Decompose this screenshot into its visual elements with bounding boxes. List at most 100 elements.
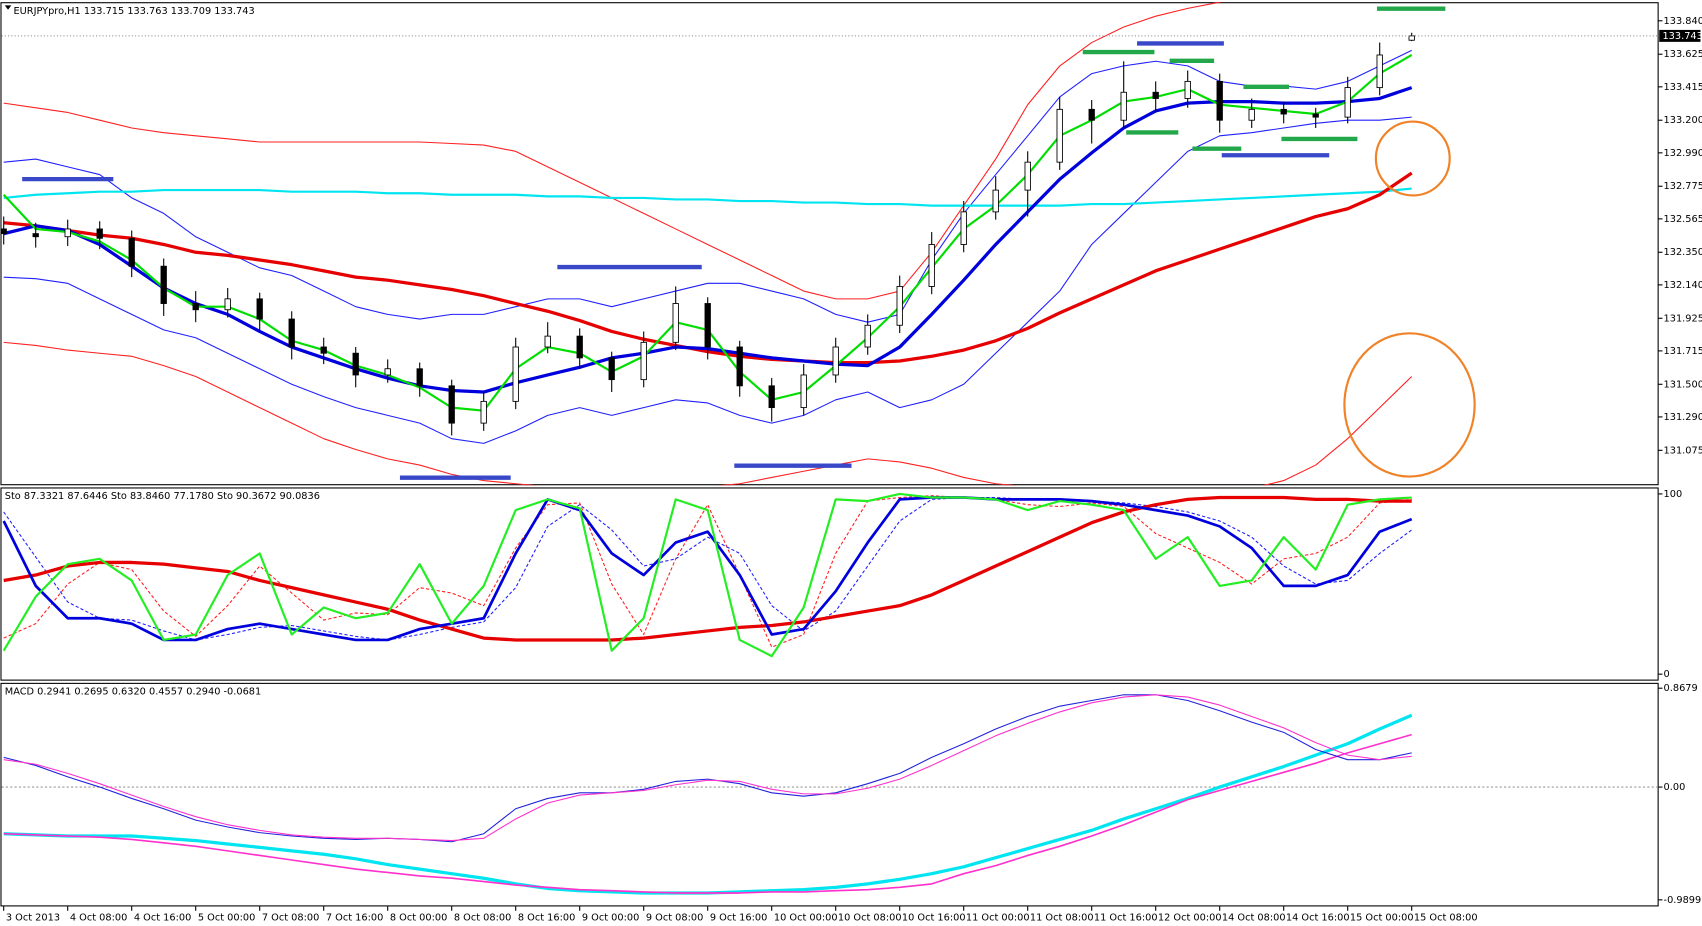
series-line xyxy=(3,495,1412,648)
y-tick-label: 132.990 xyxy=(1664,148,1702,159)
y-tick-label: 131.715 xyxy=(1664,346,1702,357)
candle-body xyxy=(1120,91,1127,121)
candle-body xyxy=(0,228,7,235)
candle-body xyxy=(1152,91,1159,99)
x-tick-label: 9 Oct 08:00 xyxy=(646,912,703,923)
series-line xyxy=(3,496,1413,641)
x-tick-label: 9 Oct 00:00 xyxy=(582,912,639,923)
candle-body xyxy=(1056,108,1063,163)
candle-body xyxy=(992,189,999,213)
x-tick-label: 11 Oct 00:00 xyxy=(966,912,1030,923)
candle-body xyxy=(672,303,679,343)
x-tick-label: 14 Oct 08:00 xyxy=(1222,912,1286,923)
candle-body xyxy=(1280,108,1287,115)
x-tick-label: 9 Oct 16:00 xyxy=(710,912,767,923)
candle-body xyxy=(512,346,519,402)
x-tick-label: 15 Oct 00:00 xyxy=(1350,912,1414,923)
x-tick-label: 15 Oct 08:00 xyxy=(1414,912,1478,923)
candle-body xyxy=(384,368,391,376)
candle-body xyxy=(1312,113,1319,118)
series-line xyxy=(3,116,1412,444)
candle-body xyxy=(1184,80,1191,99)
y-tick-label: -0.9899 xyxy=(1664,895,1702,906)
candle-body xyxy=(864,324,871,348)
last-price-label: 133.743 xyxy=(1662,31,1702,42)
y-tick-label: 131.500 xyxy=(1664,379,1702,390)
x-tick-label: 10 Oct 08:00 xyxy=(838,912,902,923)
candle-body xyxy=(896,285,903,326)
y-tick-label: 0.00 xyxy=(1664,782,1686,793)
candle-body xyxy=(224,298,231,311)
menu-arrow[interactable] xyxy=(4,5,12,10)
x-tick-label: 8 Oct 16:00 xyxy=(518,912,575,923)
series-line xyxy=(2,496,1413,642)
x-tick-label: 4 Oct 16:00 xyxy=(134,912,191,923)
y-tick-label: 132.140 xyxy=(1664,280,1702,291)
candle-body xyxy=(160,265,167,304)
candle-body xyxy=(192,303,199,311)
candle-body xyxy=(704,303,711,348)
y-tick-label: 133.200 xyxy=(1664,115,1702,126)
panel-title: EURJPYpro,H1 133.715 133.763 133.709 133… xyxy=(13,6,254,17)
y-tick-label: 131.925 xyxy=(1664,313,1702,324)
candle-body xyxy=(288,318,295,348)
highlight-circle xyxy=(1374,120,1451,197)
x-tick-label: 12 Oct 00:00 xyxy=(1158,912,1222,923)
candle-body xyxy=(1088,108,1095,121)
series-line xyxy=(2,492,1412,658)
x-tick-label: 11 Oct 08:00 xyxy=(1030,912,1094,923)
series-line xyxy=(3,694,1412,843)
plot-area xyxy=(0,2,1415,486)
y-tick-label: 132.565 xyxy=(1664,214,1702,225)
candle-body xyxy=(1248,108,1255,121)
candle-body xyxy=(832,346,839,376)
candle-body xyxy=(1024,161,1031,191)
x-tick-label: 10 Oct 16:00 xyxy=(902,912,966,923)
candle-body xyxy=(1344,87,1351,118)
x-tick-label: 14 Oct 16:00 xyxy=(1286,912,1350,923)
y-tick-label: 133.415 xyxy=(1664,82,1702,93)
x-tick-label: 7 Oct 16:00 xyxy=(326,912,383,923)
series-line xyxy=(3,187,1412,207)
highlight-circle xyxy=(1343,332,1476,478)
series-line xyxy=(3,495,1412,642)
annotations xyxy=(22,6,1476,480)
last-price-box xyxy=(1659,29,1701,42)
panel-frame xyxy=(0,682,1659,907)
y-tick-label: 132.350 xyxy=(1664,247,1702,258)
candle-body xyxy=(608,357,615,381)
candle-body xyxy=(960,211,967,245)
x-tick-label: 8 Oct 00:00 xyxy=(390,912,447,923)
candle-body xyxy=(544,335,551,348)
candle-body xyxy=(448,385,455,424)
candle-body xyxy=(480,400,487,424)
candle-body xyxy=(256,298,263,320)
panel-frame xyxy=(0,487,1659,681)
y-tick-label: 0 xyxy=(1664,669,1670,680)
candle-body xyxy=(640,341,647,381)
x-tick-label: 11 Oct 16:00 xyxy=(1094,912,1158,923)
candle-body xyxy=(736,346,743,387)
y-tick-label: 131.290 xyxy=(1664,412,1702,423)
candle-body xyxy=(64,228,71,238)
panel-title: Sto 87.3321 87.6446 Sto 83.8460 77.1780 … xyxy=(5,491,320,502)
candle-body xyxy=(1408,35,1415,41)
series-line xyxy=(3,341,1413,486)
plot-area xyxy=(2,492,1413,658)
panel-title: MACD 0.2941 0.2695 0.6320 0.4557 0.2940 … xyxy=(5,687,261,698)
x-tick-label: 3 Oct 2013 xyxy=(6,912,60,923)
x-tick-label: 5 Oct 00:00 xyxy=(198,912,255,923)
y-tick-label: 0.8679 xyxy=(1664,683,1698,694)
candle-body xyxy=(1216,80,1223,121)
candle-body xyxy=(352,352,359,376)
y-tick-label: 133.840 xyxy=(1664,16,1702,27)
candle-body xyxy=(800,374,807,409)
candle-body xyxy=(32,233,39,238)
x-tick-label: 7 Oct 08:00 xyxy=(262,912,319,923)
candle-body xyxy=(576,335,583,359)
plot-area xyxy=(3,694,1413,895)
